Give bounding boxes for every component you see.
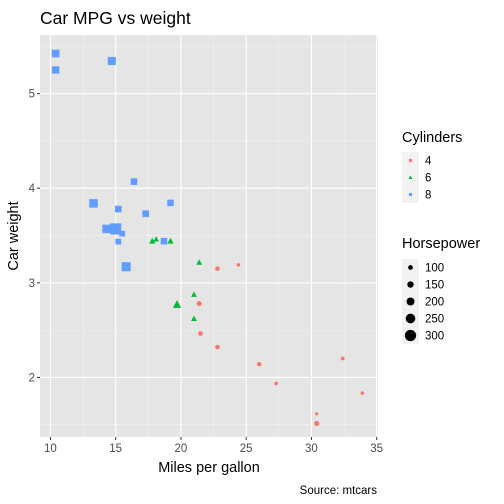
gridlines [40, 35, 378, 437]
data-point-cyl-6 [172, 300, 182, 308]
data-point-cyl-4 [198, 331, 203, 336]
data-point-cyl-6 [196, 259, 203, 265]
legend-label-hp-100: 100 [425, 263, 444, 275]
data-point-cyl-8 [114, 205, 122, 213]
legend-label-cyl-6: 6 [425, 173, 431, 185]
data-point-cyl-8 [119, 230, 126, 237]
data-point-cyl-4 [314, 420, 320, 427]
data-points [51, 49, 365, 427]
data-point-cyl-4 [215, 344, 220, 350]
legend-label-cyl-4: 4 [425, 156, 432, 168]
data-point-cyl-8 [89, 199, 98, 208]
legend-label-hp-200: 200 [425, 297, 444, 309]
plot-panel [40, 35, 378, 437]
legend-symbol-cyl-6 [408, 175, 413, 180]
data-point-cyl-8 [167, 199, 174, 207]
x-tick-label: 15 [109, 443, 122, 455]
legend-symbol-cyl-8 [408, 192, 413, 197]
x-tick-label: 30 [305, 443, 318, 455]
legend-label-cyl-8: 8 [425, 190, 431, 202]
data-point-cyl-4 [236, 263, 241, 267]
data-point-cyl-8 [142, 210, 150, 218]
data-point-cyl-6 [167, 237, 174, 244]
data-point-cyl-8 [51, 66, 60, 74]
legend-symbol-hp-150 [407, 281, 414, 288]
y-tick-label: 3 [29, 278, 35, 290]
legend-cylinders: 4 6 8 [402, 152, 432, 203]
data-point-cyl-8 [121, 262, 131, 272]
data-point-cyl-8 [51, 49, 60, 58]
legend-symbol-hp-300 [404, 329, 417, 342]
x-tick-label: 20 [175, 443, 188, 455]
legend-symbol-hp-250 [405, 313, 416, 324]
data-point-cyl-6 [149, 237, 156, 244]
x-tick-label: 10 [44, 443, 57, 455]
chart-caption: Source: mtcars [300, 485, 378, 497]
data-point-cyl-6 [191, 315, 197, 322]
x-tick-label: 25 [240, 443, 253, 455]
legend-label-hp-300: 300 [425, 331, 444, 343]
data-point-cyl-6 [191, 291, 197, 297]
x-axis-ticks: 10 15 20 25 30 35 [44, 437, 383, 455]
data-point-cyl-4 [340, 356, 345, 361]
y-tick-label: 2 [29, 372, 35, 384]
data-point-cyl-4 [196, 301, 202, 307]
legend-symbol-hp-200 [406, 297, 415, 306]
data-point-cyl-4 [315, 412, 319, 416]
data-point-cyl-8 [160, 237, 168, 245]
legend-horsepower: 100 150 200 250 300 [402, 259, 444, 344]
data-point-cyl-4 [215, 266, 220, 271]
data-point-cyl-4 [274, 381, 279, 386]
data-point-cyl-4 [360, 391, 365, 395]
data-point-cyl-8 [107, 56, 116, 66]
legend-symbol-hp-100 [408, 265, 413, 270]
legend-title-cylinders: Cylinders [402, 130, 462, 146]
data-point-cyl-8 [110, 223, 122, 235]
data-point-cyl-8 [102, 224, 111, 234]
data-point-cyl-8 [130, 178, 138, 185]
y-axis-title: Car weight [6, 201, 22, 270]
x-tick-label: 35 [370, 443, 383, 455]
y-tick-label: 5 [29, 89, 35, 101]
data-point-cyl-8 [115, 238, 122, 245]
chart-title: Car MPG vs weight [40, 8, 191, 28]
y-tick-label: 4 [29, 183, 36, 195]
y-axis-ticks: 2 3 4 5 [29, 89, 40, 384]
legend-title-horsepower: Horsepower [402, 236, 480, 252]
legend-label-hp-150: 150 [425, 280, 444, 292]
x-axis-title: Miles per gallon [158, 460, 260, 476]
data-point-cyl-4 [257, 361, 262, 367]
data-point-cyl-6 [153, 236, 159, 242]
legend-label-hp-250: 250 [425, 314, 444, 326]
legend-symbol-cyl-4 [408, 158, 413, 163]
